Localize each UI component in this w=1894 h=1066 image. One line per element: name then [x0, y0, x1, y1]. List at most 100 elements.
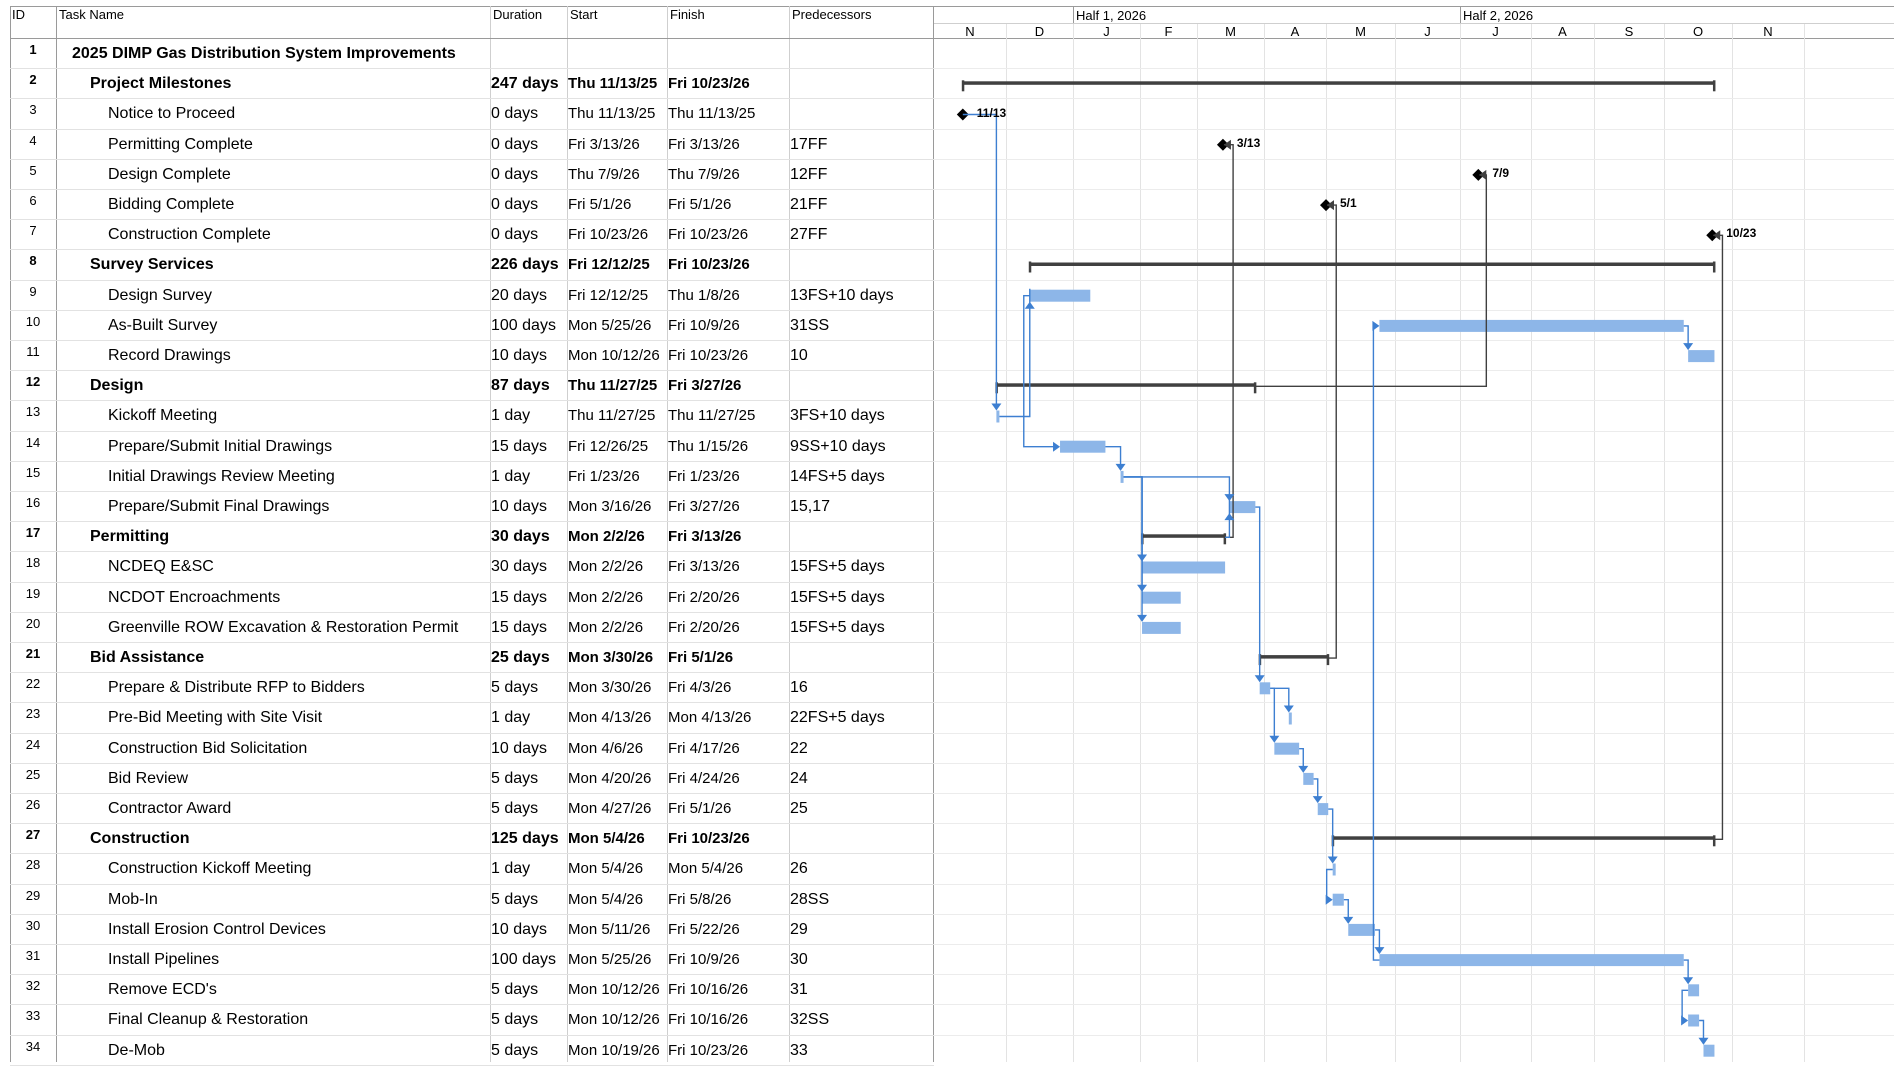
summary-bar[interactable]	[1029, 262, 1715, 267]
task-predecessors-cell[interactable]: 13FS+10 days	[790, 286, 894, 304]
task-id-cell[interactable]: 25	[25, 766, 41, 782]
task-id-cell[interactable]: 24	[25, 736, 41, 752]
task-start-cell[interactable]: Thu 7/9/26	[568, 165, 640, 183]
task-bar[interactable]	[1348, 923, 1375, 936]
task-predecessors-cell[interactable]	[790, 99, 934, 129]
task-bar[interactable]	[1142, 561, 1226, 574]
task-row[interactable]: 16 Prepare/Submit Final Drawings 10 days Mo…	[10, 492, 934, 522]
task-bar[interactable]	[1029, 289, 1091, 302]
milestone-diamond[interactable]	[1706, 229, 1719, 242]
task-bar[interactable]	[1317, 803, 1329, 816]
task-id-cell[interactable]: 5	[29, 162, 37, 178]
summary-bar-cap[interactable]	[1028, 261, 1032, 273]
summary-bar-cap[interactable]	[1253, 382, 1257, 394]
task-name-cell[interactable]: Prepare & Distribute RFP to Bidders	[108, 679, 365, 697]
task-predecessors-cell[interactable]: 3FS+10 days	[790, 407, 885, 425]
task-row[interactable]: 11 Record Drawings 10 days Mon 10/12/26 Fri …	[10, 341, 934, 371]
task-start-cell[interactable]: Thu 11/13/25	[568, 105, 656, 123]
task-name-cell[interactable]: Initial Drawings Review Meeting	[108, 467, 335, 485]
task-start-cell[interactable]	[568, 39, 668, 69]
summary-task-row[interactable]: 12 Design 87 days Thu 11/27/25 Fri 3/27/26	[10, 371, 934, 401]
task-finish-cell[interactable]: Fri 4/3/26	[668, 679, 732, 697]
task-duration-cell[interactable]: 25 days	[491, 649, 550, 666]
task-predecessors-cell[interactable]: 12FF	[790, 165, 828, 183]
task-predecessors-cell[interactable]	[790, 371, 934, 401]
task-finish-cell[interactable]: Fri 3/13/26	[668, 135, 740, 153]
task-name-cell[interactable]: Pre-Bid Meeting with Site Visit	[108, 709, 323, 727]
task-name-cell[interactable]: Construction Bid Solicitation	[108, 739, 308, 757]
milestone-diamond[interactable]	[1216, 138, 1229, 151]
task-name-cell[interactable]: Final Cleanup & Restoration	[108, 1011, 309, 1029]
summary-bar-cap[interactable]	[1326, 654, 1330, 666]
task-id-cell[interactable]: 30	[25, 917, 41, 933]
task-predecessors-cell[interactable]: 17FF	[790, 135, 828, 153]
task-duration-cell[interactable]: 5 days	[491, 769, 539, 787]
task-start-cell[interactable]: Fri 12/26/25	[568, 437, 649, 455]
task-start-cell[interactable]: Mon 2/2/26	[568, 618, 644, 636]
task-bar[interactable]	[1142, 591, 1181, 604]
task-bar[interactable]	[1688, 984, 1700, 997]
task-duration-cell[interactable]: 0 days	[491, 196, 539, 213]
task-finish-cell[interactable]: Fri 5/22/26	[668, 920, 740, 938]
task-duration-cell[interactable]: 1 day	[491, 407, 531, 425]
column-header-task-name[interactable]: Task Name	[59, 7, 125, 22]
task-start-cell[interactable]: Fri 3/13/26	[568, 135, 640, 153]
task-row[interactable]: 32 Remove ECD's 5 days Mon 10/12/26 Fri 10/1…	[10, 975, 934, 1005]
task-start-cell[interactable]: Mon 5/25/26	[568, 951, 652, 968]
task-duration-cell[interactable]: 247 days	[491, 75, 559, 93]
task-start-cell[interactable]: Mon 4/27/26	[568, 800, 652, 817]
task-predecessors-cell[interactable]: 9SS+10 days	[790, 437, 886, 455]
task-id-cell[interactable]: 11	[26, 344, 40, 359]
task-start-cell[interactable]: Mon 4/6/26	[568, 739, 644, 757]
task-start-cell[interactable]: Mon 10/19/26	[568, 1041, 660, 1059]
summary-task-row[interactable]: 27 Construction 125 days Mon 5/4/26 Fri 10/2…	[10, 824, 934, 854]
summary-bar-cap[interactable]	[961, 80, 965, 92]
task-id-cell[interactable]: 14	[25, 434, 41, 450]
task-start-cell[interactable]: Mon 5/4/26	[568, 830, 645, 848]
task-name-cell[interactable]: Design Complete	[108, 165, 231, 183]
task-bar[interactable]	[1303, 772, 1314, 785]
task-id-cell[interactable]: 28	[25, 857, 41, 873]
task-id-cell[interactable]: 31	[25, 948, 41, 963]
task-bar[interactable]	[1332, 893, 1344, 906]
task-finish-cell[interactable]: Fri 10/23/26	[668, 226, 749, 244]
task-id-cell[interactable]: 29	[25, 887, 41, 903]
task-finish-cell[interactable]: Fri 10/23/26	[668, 830, 750, 848]
task-duration-cell[interactable]: 5 days	[491, 679, 539, 697]
task-duration-cell[interactable]: 100 days	[491, 951, 556, 968]
task-finish-cell[interactable]: Fri 4/17/26	[668, 739, 740, 757]
task-name-cell[interactable]: Install Pipelines	[108, 951, 220, 968]
task-id-cell[interactable]: 3	[29, 102, 37, 118]
task-start-cell[interactable]: Fri 5/1/26	[568, 196, 632, 213]
task-bar[interactable]	[1142, 621, 1181, 634]
task-start-cell[interactable]: Thu 11/27/25	[568, 377, 658, 395]
column-header-duration[interactable]: Duration	[493, 7, 543, 22]
task-duration-cell[interactable]: 0 days	[491, 105, 539, 123]
task-name-cell[interactable]: NCDOT Encroachments	[108, 588, 281, 606]
task-predecessors-cell[interactable]: 32SS	[790, 1011, 830, 1029]
task-start-cell[interactable]: Mon 5/4/26	[568, 860, 644, 878]
task-name-cell[interactable]: Bid Review	[108, 769, 189, 787]
task-row[interactable]: 18 NCDEQ E&SC 30 days Mon 2/2/26 Fri 3/13/26…	[10, 552, 934, 582]
task-id-cell[interactable]: 13	[25, 404, 41, 420]
task-row[interactable]: 31 Install Pipelines 100 days Mon 5/25/26 Fr…	[10, 945, 934, 975]
task-finish-cell[interactable]: Fri 10/23/26	[668, 256, 750, 274]
summary-bar-cap[interactable]	[1712, 835, 1716, 847]
task-predecessors-cell[interactable]: 31	[790, 981, 808, 999]
summary-task-row[interactable]: 2 Project Milestones 247 days Thu 11/13/25 F…	[10, 69, 934, 99]
task-finish-cell[interactable]: Mon 4/13/26	[668, 709, 752, 727]
task-name-cell[interactable]: De-Mob	[108, 1041, 165, 1059]
task-id-cell[interactable]: 19	[25, 585, 41, 601]
task-predecessors-cell[interactable]: 22FS+5 days	[790, 709, 885, 727]
task-predecessors-cell[interactable]: 28SS	[790, 890, 830, 908]
task-duration-cell[interactable]: 0 days	[491, 226, 539, 244]
task-predecessors-cell[interactable]	[790, 39, 934, 69]
task-row[interactable]: 15 Initial Drawings Review Meeting 1 day Fr…	[10, 462, 934, 492]
summary-bar[interactable]	[1142, 534, 1226, 538]
task-duration-cell[interactable]: 226 days	[491, 256, 559, 274]
task-duration-cell[interactable]: 0 days	[491, 165, 539, 183]
task-finish-cell[interactable]: Thu 11/13/25	[668, 105, 756, 123]
task-finish-cell[interactable]: Fri 1/23/26	[668, 467, 740, 485]
task-bar[interactable]	[1259, 682, 1271, 695]
task-id-cell[interactable]: 21	[25, 646, 41, 661]
